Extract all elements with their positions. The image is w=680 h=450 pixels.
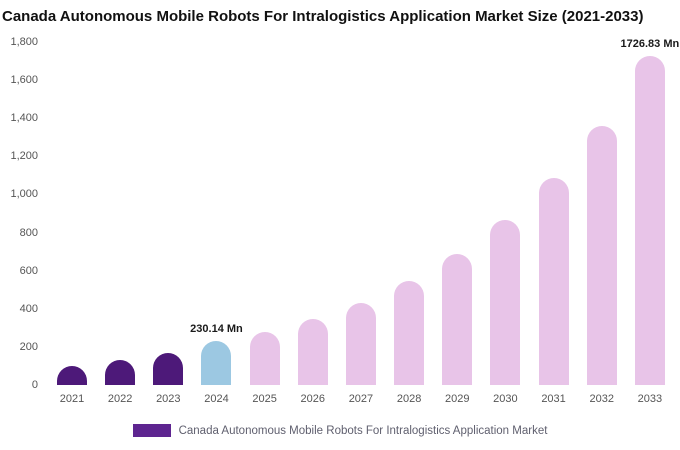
x-tick-label-2024: 2024	[204, 393, 229, 405]
bar-column-2022	[96, 42, 144, 385]
x-tick-label-2022: 2022	[107, 393, 133, 405]
bar-2032	[586, 125, 617, 385]
bar-column-2029	[433, 42, 481, 385]
legend: Canada Autonomous Mobile Robots For Intr…	[0, 424, 680, 437]
bar-column-2031	[530, 42, 578, 385]
x-tick-label-2033: 2033	[637, 393, 663, 405]
bar-2029	[442, 254, 473, 385]
y-tick-label: 600	[19, 264, 38, 277]
bar-column-2032	[578, 42, 626, 385]
legend-swatch	[132, 424, 171, 437]
x-tick-label-2032: 2032	[589, 393, 614, 405]
y-tick-label: 400	[19, 302, 38, 315]
plot-area: 230.14 Mn 1726.83 Mn	[48, 38, 679, 385]
bar-2022	[105, 360, 136, 385]
bar-column-2033: 1726.83 Mn	[621, 38, 679, 385]
x-tick-label-2028: 2028	[396, 393, 422, 405]
y-tick-label: 1,600	[10, 74, 38, 87]
legend-label: Canada Autonomous Mobile Robots For Intr…	[178, 424, 548, 437]
y-axis: 0 200 400 600 800 1,000 1,200 1,400 1,600 1,800	[0, 36, 42, 391]
bar-2027	[345, 303, 376, 385]
bar-2024	[201, 341, 232, 385]
x-tick-label-2030: 2030	[493, 393, 518, 405]
bar-2028	[394, 281, 425, 385]
bar-2031	[538, 178, 569, 385]
x-tick-label-2023: 2023	[156, 393, 181, 405]
x-tick-label-2021: 2021	[59, 393, 85, 405]
bar-2021	[57, 365, 87, 385]
bar-column-2026	[289, 42, 337, 385]
bar-2025	[249, 331, 280, 385]
y-tick-label: 800	[19, 226, 38, 239]
y-tick-label: 200	[19, 340, 38, 353]
value-annotation-2024: 230.14 Mn	[190, 323, 243, 336]
bar-column-2025	[241, 42, 289, 385]
bar-column-2027	[337, 42, 385, 385]
bar-2023	[153, 352, 184, 385]
bar-column-2021	[48, 42, 96, 385]
bar-2026	[297, 319, 328, 385]
y-tick-label: 1,400	[10, 112, 38, 125]
x-axis: 2021 2022 2023 2024 2025 2026 2027 2028 2029 2030…	[48, 393, 674, 405]
x-tick-label-2029: 2029	[445, 393, 470, 405]
x-tick-label-2025: 2025	[252, 393, 277, 405]
y-tick-label: 1,000	[10, 188, 38, 201]
value-annotation-2033: 1726.83 Mn	[620, 37, 680, 50]
x-tick-label-2027: 2027	[348, 393, 374, 405]
y-tick-label: 1,200	[10, 150, 38, 163]
bar-column-2024: 230.14 Mn	[190, 42, 243, 385]
bar-2033	[634, 55, 665, 385]
page-title: Canada Autonomous Mobile Robots For Intr…	[2, 8, 644, 25]
bar-2030	[490, 220, 521, 385]
bar-column-2028	[385, 42, 433, 385]
y-tick-label: 1,800	[10, 36, 38, 48]
bar-column-2030	[481, 42, 529, 385]
y-tick-label: 0	[31, 379, 38, 391]
x-tick-label-2026: 2026	[300, 393, 326, 405]
bar-column-2023	[144, 42, 192, 385]
x-tick-label-2031: 2031	[541, 393, 566, 405]
